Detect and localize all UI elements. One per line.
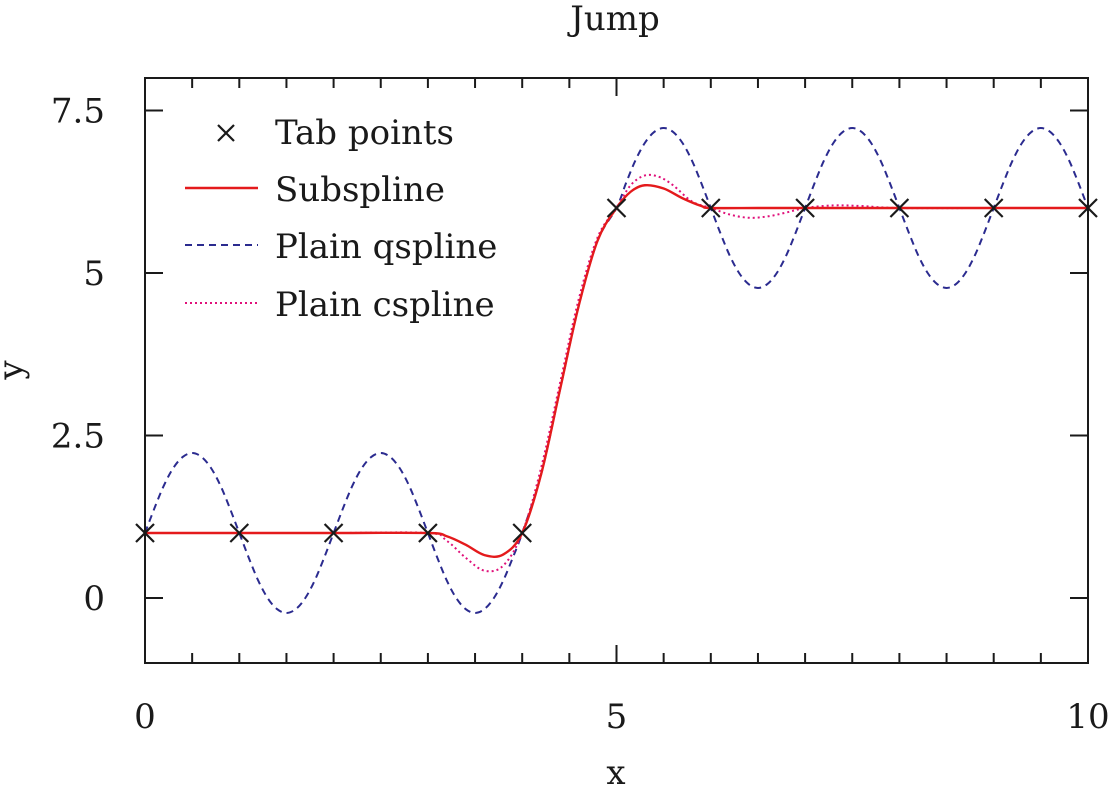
legend-item-1: Subspline (185, 170, 445, 210)
series-line-subspline (145, 183, 1088, 558)
tab-point-6 (701, 198, 721, 218)
y-tick-label-1: 2.5 (51, 417, 105, 457)
ticks-layer: 0 5 10 0 2.5 5 7.5 (51, 78, 1109, 737)
tab-point-1 (229, 523, 250, 543)
tab-point-8 (889, 198, 910, 218)
tab-point-3 (418, 523, 438, 543)
tab-point-10 (1078, 198, 1098, 218)
legend-swatch-0 (217, 124, 235, 142)
tab-point-7 (795, 198, 815, 218)
y-tick-label-3: 7.5 (51, 92, 105, 132)
markers-layer (135, 198, 1098, 543)
x-tick-label-2: 10 (1066, 697, 1109, 737)
x-axis-label: x (606, 753, 625, 787)
y-tick-label-0: 0 (83, 579, 105, 619)
plot-frame (144, 77, 1089, 664)
legend-label-1: Subspline (275, 170, 445, 210)
tab-point-5 (606, 198, 627, 218)
series-line-plain-cspline (145, 173, 1088, 573)
x-tick-label-1: 5 (606, 697, 628, 737)
chart-title: Jump (567, 0, 660, 39)
tab-point-9 (983, 198, 1004, 218)
tab-point-4 (512, 523, 532, 543)
y-tick-label-2: 5 (83, 254, 105, 294)
series-line-plain-qspline (145, 127, 1088, 614)
legend-item-2: Plain qspline (185, 227, 497, 267)
legend-item-0: Tab points (217, 113, 454, 153)
plot-area: 0 5 10 0 2.5 5 7.5 (51, 77, 1109, 737)
x-tick-label-0: 0 (134, 697, 156, 737)
legend-label-2: Plain qspline (275, 227, 497, 267)
series-layer (145, 127, 1088, 614)
legend-label-0: Tab points (275, 113, 454, 153)
tab-point-0 (135, 523, 155, 543)
tab-point-2 (323, 523, 344, 543)
legend-item-3: Plain cspline (185, 285, 495, 325)
legend: Tab points Subspline Plain qspline Plain cs… (185, 113, 497, 325)
legend-label-3: Plain cspline (275, 285, 495, 325)
y-axis-label: y (0, 360, 31, 381)
